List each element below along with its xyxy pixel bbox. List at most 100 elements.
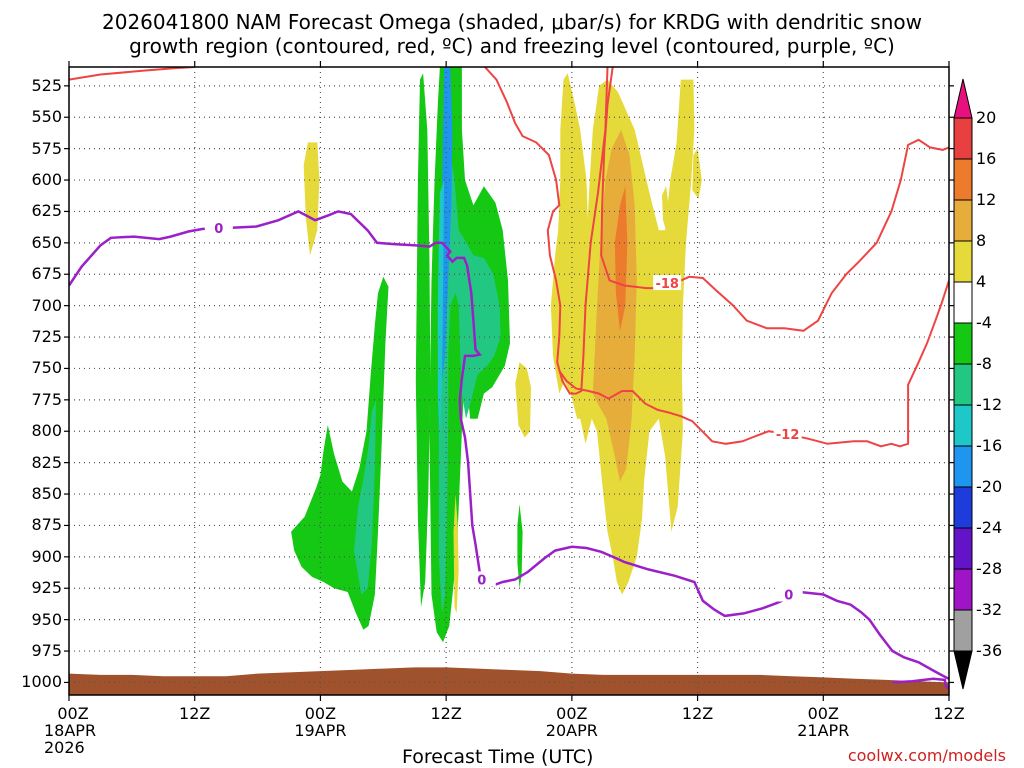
y-tick-label: 875 [31,515,62,535]
x-tick-label-line1: 12Z [933,704,965,723]
omega-region-9 [517,504,523,589]
dgz-contour-1 [484,67,609,395]
colorbar-label: 20 [976,108,997,127]
omega-region-16 [614,186,628,331]
x-tick-label-line1: 00Z [304,704,337,723]
x-tick-label-line1: 12Z [681,704,714,723]
x-tick-label-line1: 00Z [57,704,89,723]
dgz-contour-3 [558,280,949,448]
colorbar-label: -8 [976,354,992,373]
colorbar-bin-5 [953,281,973,324]
x-tick-label: 12Z [914,705,984,722]
colorbar-label: -36 [976,641,1003,660]
freezing-label-2: 0 [477,573,486,588]
x-tick-label: 12Z [411,705,481,722]
omega-region-10 [515,362,531,438]
x-tick-label-line1: 00Z [807,704,839,723]
y-tick-label: 650 [31,232,62,252]
colorbar-bin-7 [953,363,973,406]
dgz-label-minus12: -12 [776,428,800,443]
terrain-fill [69,667,949,695]
omega-region-8 [453,494,459,614]
y-tick-label: 550 [31,107,62,127]
dgz-contour-2 [600,67,949,332]
y-tick-label: 725 [31,327,62,347]
x-tick-label-line2: 21APR [797,721,850,740]
y-tick-label: 950 [31,609,62,629]
colorbar-bin-10 [953,486,973,529]
x-tick-label-line3: 2026 [44,738,85,757]
chart-title: 2026041800 NAM Forecast Omega (shaded, μ… [0,10,1024,58]
y-tick-label: 525 [31,75,62,95]
colorbar-label: -20 [976,477,1003,496]
colorbar-bin-9 [953,445,973,488]
x-tick-label-line1: 12Z [179,704,211,723]
omega-region-3 [415,73,431,608]
omega-region-7 [437,180,444,444]
colorbar-bin-12 [953,568,973,611]
colorbar-label: -4 [976,313,992,332]
plot-frame [68,66,950,696]
credit-link[interactable]: coolwx.com/models [847,746,1006,765]
colorbar-bin-6 [953,322,973,365]
y-tick-label: 975 [31,641,62,661]
freezing-contour-1 [892,677,949,690]
colorbar-label: 4 [976,272,987,291]
omega-region-2 [354,399,376,595]
colorbar-label: 8 [976,231,987,250]
colorbar-bin-13 [953,609,973,652]
omega-region-13 [662,186,670,231]
x-tick-label: 12Z [160,705,230,722]
x-tick-label: 00Z 19APR [285,705,355,739]
colorbar-bin-8 [953,404,973,447]
y-tick-label: 600 [31,170,62,190]
colorbar-label: -16 [976,436,1003,455]
freezing-label-1: 0 [214,222,223,237]
dgz-label-minus18-bg [653,275,682,291]
y-tick-label: 750 [31,358,62,378]
colorbar-bin-bottom [953,650,973,690]
y-tick-label: 825 [31,452,62,472]
omega-region-5 [437,154,501,614]
y-tick-label: 675 [31,264,62,284]
colorbar-label: -12 [976,395,1003,414]
colorbar-bin-4 [953,240,973,283]
colorbar-bin-11 [953,527,973,570]
title-line-1: 2026041800 NAM Forecast Omega (shaded, μ… [102,10,922,34]
x-axis-title: Forecast Time (UTC) [402,746,594,768]
omega-region-0 [303,142,320,256]
x-tick-label-line1: 00Z [556,704,588,723]
freezing-label-2-bg [467,571,496,587]
dgz-label-minus12-bg [773,425,802,441]
colorbar-label: -28 [976,559,1003,578]
y-tick-label: 700 [31,295,62,315]
colorbar-label: 12 [976,190,997,209]
colorbar-bin-2 [953,158,973,201]
colorbar-label: -24 [976,518,1003,537]
plot-area: -18 -12 0 0 0 [69,67,949,695]
y-tick-label: 1000 [21,672,62,692]
omega-region-17 [576,73,589,130]
x-tick-label-line1: 12Z [430,704,462,723]
title-line-2: growth region (contoured, red, ºC) and f… [129,34,895,58]
x-tick-label-line2: 18APR [44,721,97,740]
dgz-label-minus18: -18 [655,277,679,292]
colorbar-label: -32 [976,600,1003,619]
x-tick-label-line2: 19APR [294,721,347,740]
omega-region-14 [692,148,702,199]
dgz-contour-0 [69,67,195,81]
freezing-label-3-bg [774,586,803,602]
x-tick-label-line2: 20APR [545,721,598,740]
colorbar-label: 16 [976,149,997,168]
y-tick-label: 900 [31,546,62,566]
y-tick-label: 625 [31,201,62,221]
y-tick-label: 575 [31,138,62,158]
y-tick-label: 775 [31,389,62,409]
y-tick-label: 925 [31,578,62,598]
y-tick-label: 850 [31,484,62,504]
colorbar-bin-1 [953,117,973,160]
colorbar-bin-3 [953,199,973,242]
x-tick-label: 00Z 20APR [537,705,607,739]
freezing-label-1-bg [204,219,233,235]
